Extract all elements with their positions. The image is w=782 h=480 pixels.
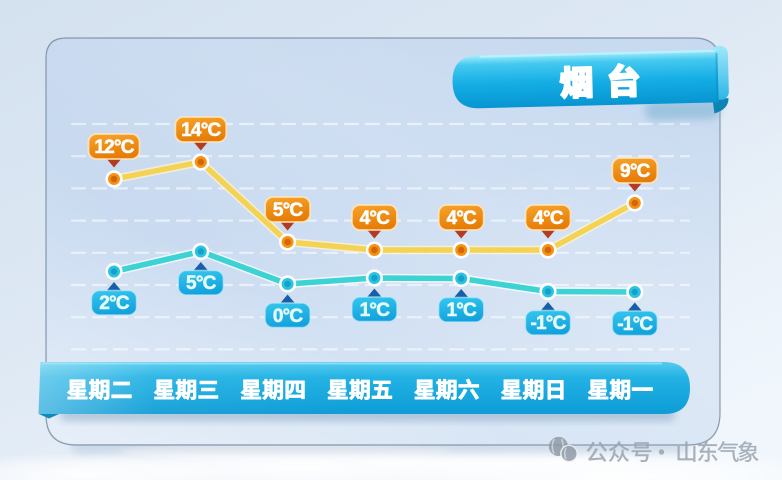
svg-text:14°C: 14°C <box>181 120 221 141</box>
svg-text:-1°C: -1°C <box>617 314 653 335</box>
svg-text:1°C: 1°C <box>360 300 391 321</box>
svg-text:9°C: 9°C <box>620 161 651 182</box>
svg-text:4°C: 4°C <box>533 208 564 229</box>
svg-text:2°C: 2°C <box>99 293 130 314</box>
svg-text:1°C: 1°C <box>446 300 477 321</box>
svg-text:-1°C: -1°C <box>530 313 566 334</box>
svg-text:12°C: 12°C <box>94 137 134 158</box>
svg-text:5°C: 5°C <box>186 273 217 294</box>
svg-text:4°C: 4°C <box>360 208 391 229</box>
svg-text:5°C: 5°C <box>273 200 304 221</box>
svg-text:0°C: 0°C <box>273 306 304 327</box>
svg-text:4°C: 4°C <box>446 208 477 229</box>
